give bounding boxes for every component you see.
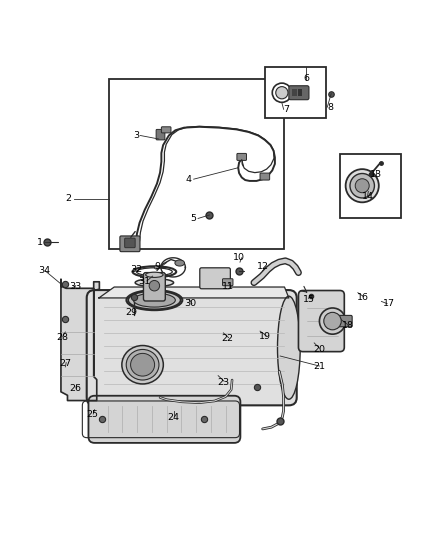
Text: 31: 31 xyxy=(139,277,151,286)
FancyBboxPatch shape xyxy=(144,272,165,301)
Bar xyxy=(340,154,401,219)
Text: 29: 29 xyxy=(126,308,138,317)
Text: 15: 15 xyxy=(303,295,314,304)
Text: 27: 27 xyxy=(59,359,71,368)
FancyBboxPatch shape xyxy=(260,173,270,180)
Circle shape xyxy=(355,179,369,193)
Ellipse shape xyxy=(122,345,163,384)
Text: 2: 2 xyxy=(65,195,71,203)
Ellipse shape xyxy=(278,296,300,399)
Text: 25: 25 xyxy=(86,410,99,419)
Text: 8: 8 xyxy=(327,103,333,111)
FancyBboxPatch shape xyxy=(161,127,171,133)
FancyBboxPatch shape xyxy=(156,130,165,140)
Text: 17: 17 xyxy=(383,299,395,308)
Circle shape xyxy=(346,169,379,203)
Ellipse shape xyxy=(128,291,180,309)
FancyBboxPatch shape xyxy=(237,154,247,160)
Text: 22: 22 xyxy=(222,334,234,343)
Text: 16: 16 xyxy=(357,293,369,302)
Text: 18: 18 xyxy=(342,321,354,330)
Bar xyxy=(265,67,326,118)
Polygon shape xyxy=(61,280,99,400)
Circle shape xyxy=(350,174,374,198)
Text: 30: 30 xyxy=(184,299,197,308)
Text: 14: 14 xyxy=(361,192,374,201)
Circle shape xyxy=(276,87,288,99)
FancyBboxPatch shape xyxy=(125,238,135,248)
Ellipse shape xyxy=(131,353,155,376)
Text: 5: 5 xyxy=(190,214,196,223)
Text: 32: 32 xyxy=(130,265,142,274)
FancyBboxPatch shape xyxy=(337,316,352,327)
Text: 23: 23 xyxy=(217,378,230,387)
Text: 12: 12 xyxy=(257,262,268,271)
FancyBboxPatch shape xyxy=(289,86,309,100)
Text: 28: 28 xyxy=(56,333,68,342)
Bar xyxy=(298,89,302,96)
Bar xyxy=(292,89,297,96)
Ellipse shape xyxy=(146,272,163,277)
Circle shape xyxy=(272,83,291,102)
Ellipse shape xyxy=(126,350,159,380)
Text: 13: 13 xyxy=(370,171,382,179)
Text: 4: 4 xyxy=(185,175,191,184)
FancyBboxPatch shape xyxy=(223,279,233,286)
Text: 19: 19 xyxy=(259,332,271,341)
FancyBboxPatch shape xyxy=(120,236,140,252)
Text: 10: 10 xyxy=(233,253,245,262)
Bar xyxy=(109,79,284,249)
Circle shape xyxy=(149,280,159,291)
Text: 24: 24 xyxy=(167,413,179,422)
Text: 20: 20 xyxy=(314,345,325,354)
FancyBboxPatch shape xyxy=(87,290,297,405)
Ellipse shape xyxy=(135,279,173,287)
Circle shape xyxy=(319,308,346,334)
FancyBboxPatch shape xyxy=(88,395,240,443)
Text: 34: 34 xyxy=(38,266,50,276)
Text: 3: 3 xyxy=(133,131,139,140)
Polygon shape xyxy=(99,287,289,298)
Text: 33: 33 xyxy=(69,281,81,290)
FancyBboxPatch shape xyxy=(200,268,230,289)
FancyBboxPatch shape xyxy=(298,290,344,352)
Text: 26: 26 xyxy=(69,384,81,393)
Ellipse shape xyxy=(154,265,159,269)
Text: 7: 7 xyxy=(284,105,290,114)
Text: 6: 6 xyxy=(304,74,309,83)
Text: 11: 11 xyxy=(222,281,234,290)
Ellipse shape xyxy=(134,293,175,307)
Circle shape xyxy=(324,312,341,330)
Ellipse shape xyxy=(175,260,184,266)
Text: 21: 21 xyxy=(314,362,325,372)
Text: 9: 9 xyxy=(155,262,161,271)
Text: 1: 1 xyxy=(37,238,43,247)
